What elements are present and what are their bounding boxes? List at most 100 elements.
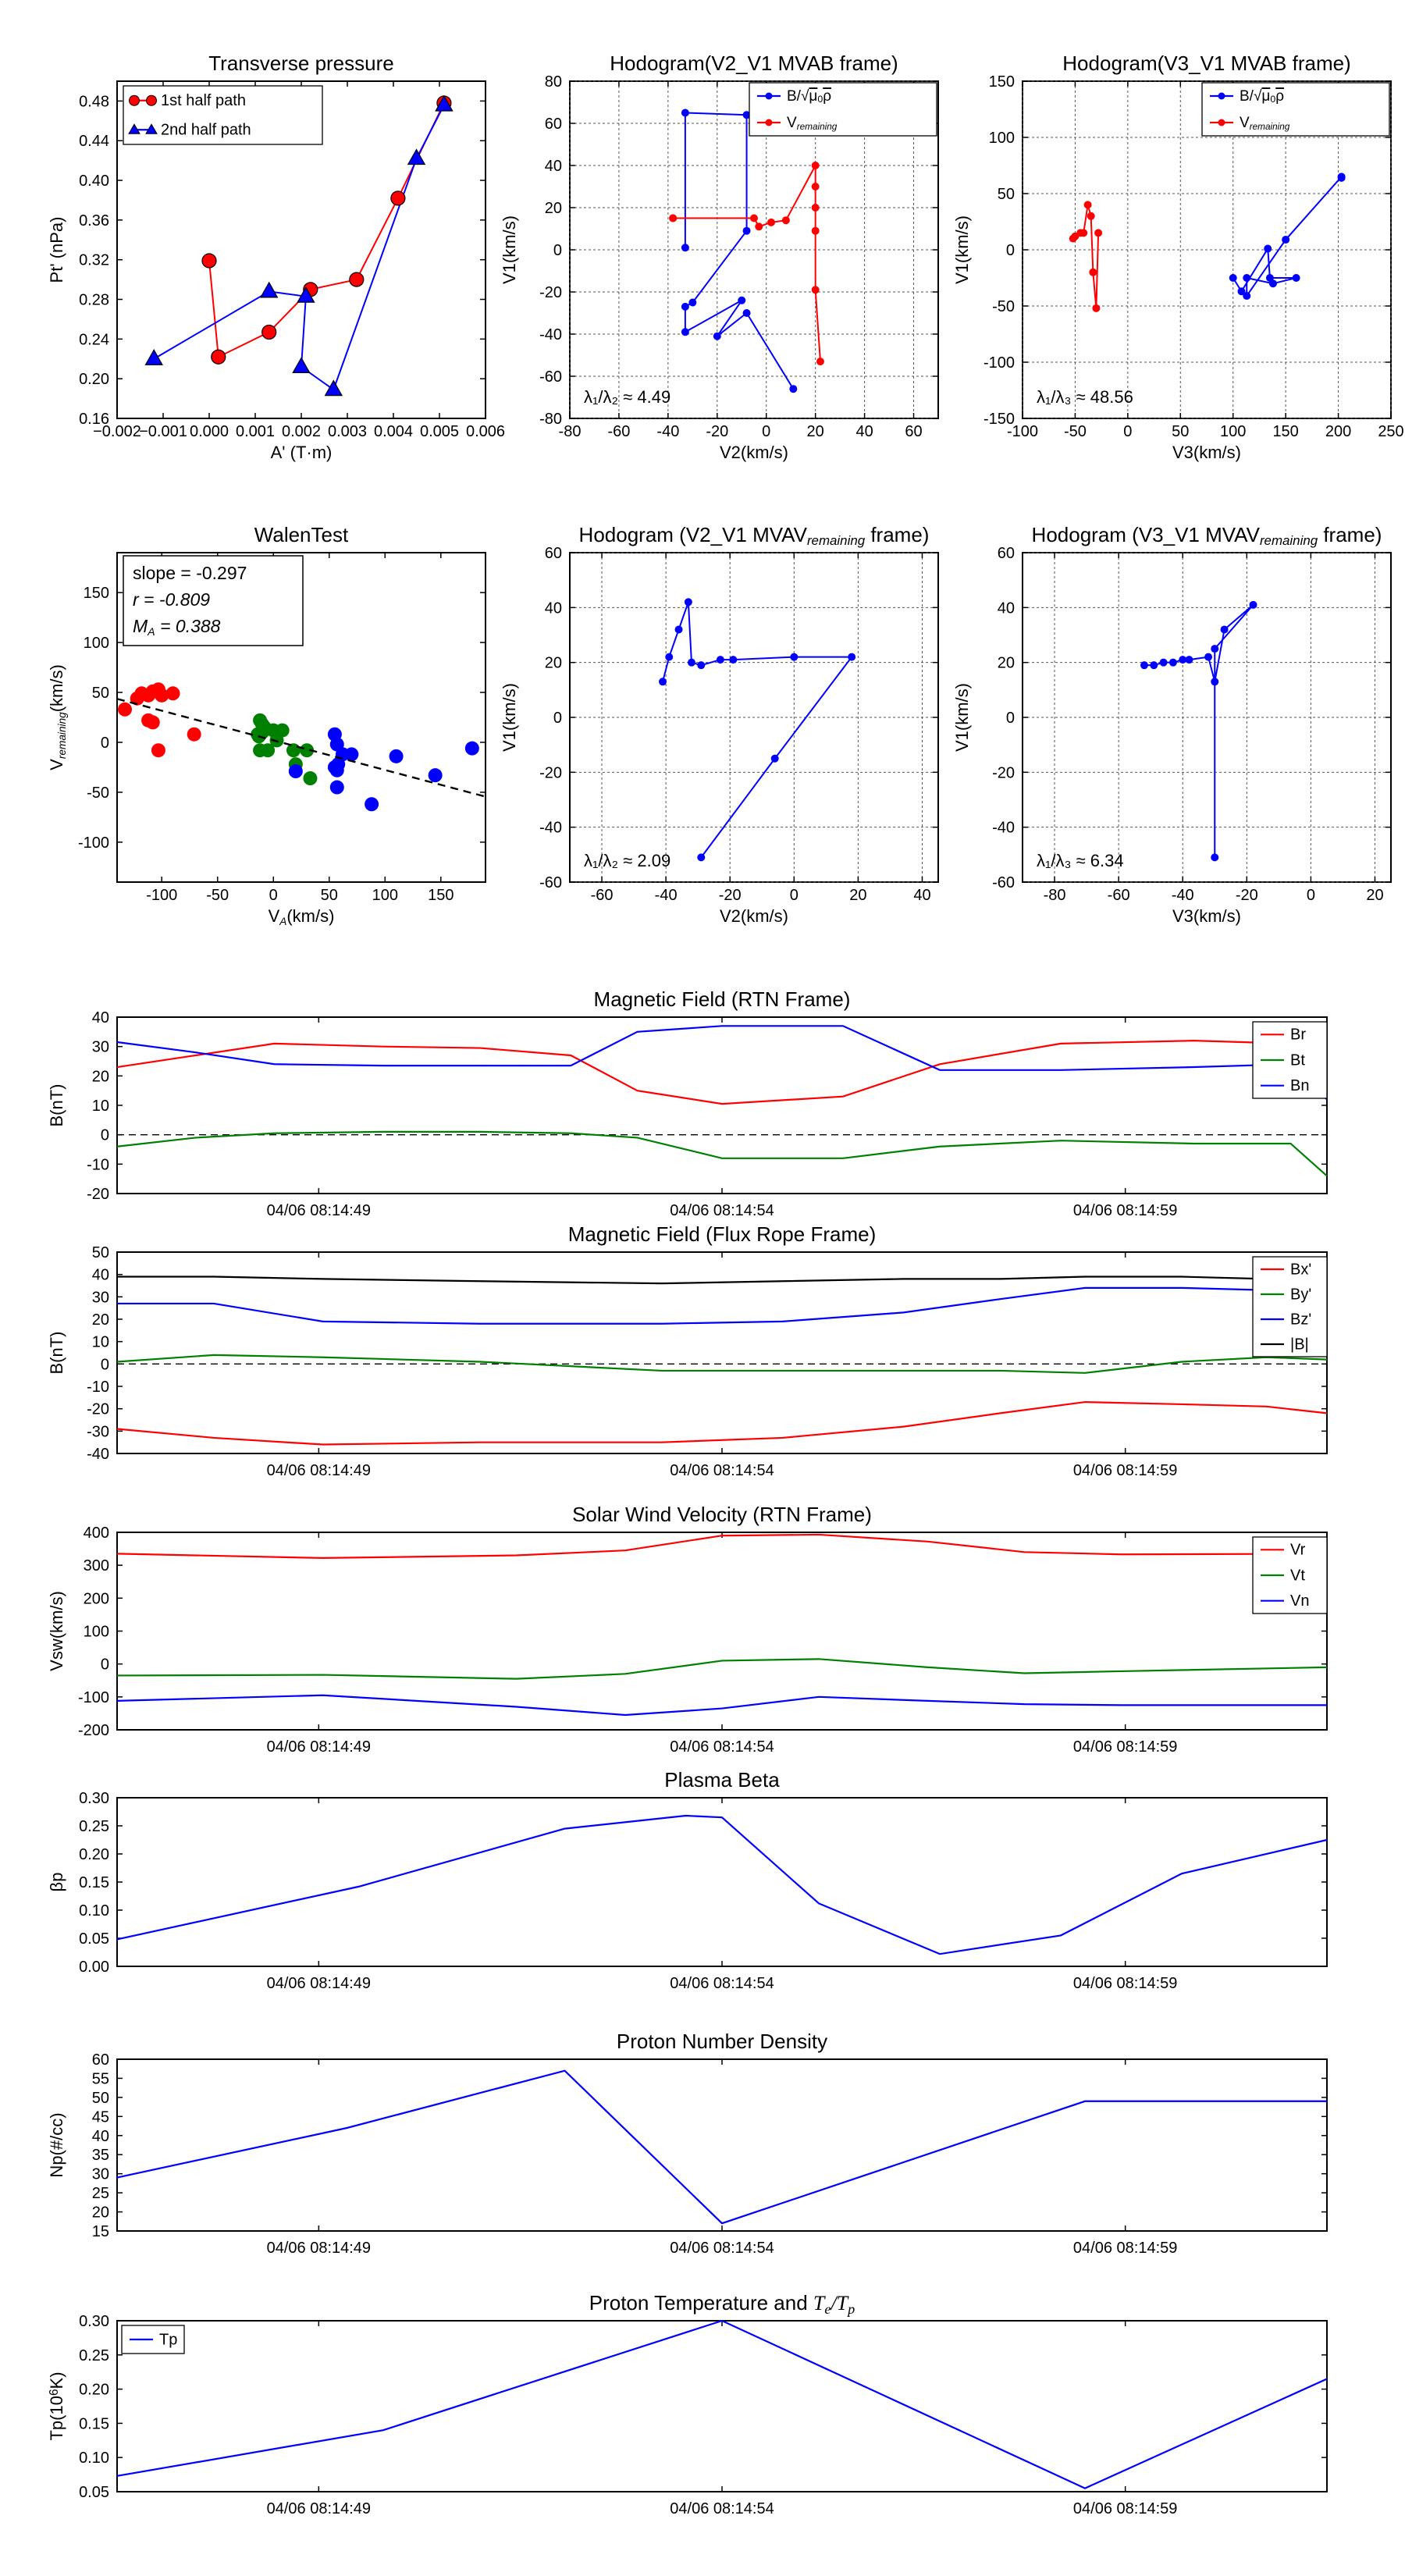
svg-text:-40: -40 (656, 423, 679, 440)
svg-text:0.16: 0.16 (79, 411, 109, 428)
svg-text:-60: -60 (539, 368, 562, 386)
svg-text:2nd half path: 2nd half path (161, 122, 251, 139)
svg-text:-50: -50 (992, 298, 1015, 315)
svg-text:04/06 08:14:54: 04/06 08:14:54 (670, 1202, 774, 1219)
svg-text:Vsw(km/s): Vsw(km/s) (47, 1591, 66, 1671)
svg-text:20: 20 (92, 2204, 109, 2222)
svg-text:V3(km/s): V3(km/s) (1172, 906, 1241, 926)
svg-text:150: 150 (84, 585, 109, 602)
svg-text:Vn: Vn (1290, 1592, 1309, 1610)
svg-text:Bz': Bz' (1290, 1311, 1311, 1328)
svg-text:Hodogram (V2_V1 MVAVremaining: Hodogram (V2_V1 MVAVremaining frame) (579, 523, 930, 548)
svg-text:-100: -100 (146, 887, 177, 904)
svg-text:04/06 08:14:49: 04/06 08:14:49 (267, 1738, 371, 1756)
svg-text:50: 50 (92, 2090, 109, 2107)
svg-text:1st half path: 1st half path (161, 92, 246, 109)
svg-text:|B|: |B| (1290, 1336, 1309, 1353)
svg-text:100: 100 (372, 887, 398, 904)
svg-text:15: 15 (92, 2223, 109, 2240)
svg-text:-100: -100 (984, 354, 1015, 372)
svg-text:Tp(106K): Tp(106K) (47, 2371, 66, 2440)
svg-text:-10: -10 (87, 1156, 109, 1173)
svg-text:B/√μ0ρ: B/√μ0ρ (787, 88, 831, 105)
svg-text:0: 0 (762, 423, 770, 440)
svg-text:-20: -20 (87, 1186, 109, 1203)
svg-text:λ₁/λ₂ ≈ 2.09: λ₁/λ₂ ≈ 2.09 (584, 851, 670, 870)
svg-text:0: 0 (269, 887, 278, 904)
svg-text:0.30: 0.30 (79, 2313, 109, 2330)
svg-text:25: 25 (92, 2185, 109, 2202)
svg-text:0.32: 0.32 (79, 252, 109, 269)
svg-text:10: 10 (92, 1334, 109, 1351)
svg-text:04/06 08:14:59: 04/06 08:14:59 (1073, 1975, 1177, 1992)
svg-text:Vt: Vt (1290, 1567, 1305, 1584)
svg-text:0.15: 0.15 (79, 2415, 109, 2432)
svg-text:0.00: 0.00 (79, 1959, 109, 1976)
svg-text:0.006: 0.006 (466, 423, 505, 440)
svg-text:-100: -100 (78, 834, 109, 852)
svg-text:20: 20 (849, 887, 866, 904)
svg-text:0: 0 (101, 735, 109, 752)
svg-text:−0.001: −0.001 (139, 423, 187, 440)
svg-text:0.20: 0.20 (79, 371, 109, 388)
svg-text:200: 200 (1325, 423, 1351, 440)
svg-text:0.36: 0.36 (79, 212, 109, 229)
svg-text:150: 150 (989, 73, 1015, 91)
svg-text:-10: -10 (87, 1379, 109, 1396)
svg-text:Magnetic Field (Flux Rope Fram: Magnetic Field (Flux Rope Frame) (568, 1222, 876, 1246)
svg-text:0.30: 0.30 (79, 1790, 109, 1807)
svg-text:-30: -30 (87, 1423, 109, 1440)
svg-text:-20: -20 (539, 284, 562, 301)
svg-text:-40: -40 (539, 820, 562, 837)
svg-text:0.15: 0.15 (79, 1874, 109, 1891)
svg-text:0.25: 0.25 (79, 1818, 109, 1835)
svg-text:-20: -20 (706, 423, 728, 440)
svg-text:-20: -20 (539, 764, 562, 781)
svg-text:45: 45 (92, 2108, 109, 2126)
svg-text:λ₁/λ₂ ≈ 4.49: λ₁/λ₂ ≈ 4.49 (584, 387, 670, 407)
svg-text:Vr: Vr (1290, 1542, 1306, 1559)
svg-text:04/06 08:14:54: 04/06 08:14:54 (670, 1462, 774, 1479)
svg-text:0: 0 (101, 1656, 109, 1674)
svg-text:20: 20 (92, 1068, 109, 1085)
svg-text:-40: -40 (992, 820, 1015, 837)
svg-text:35: 35 (92, 2147, 109, 2164)
svg-text:-50: -50 (206, 887, 229, 904)
svg-text:40: 40 (92, 1267, 109, 1284)
svg-text:10: 10 (92, 1098, 109, 1115)
svg-text:40: 40 (545, 158, 562, 175)
svg-text:04/06 08:14:54: 04/06 08:14:54 (670, 2240, 774, 2257)
svg-text:Proton Temperature and Te/Tp: Proton Temperature and Te/Tp (589, 2291, 855, 2317)
svg-text:0.24: 0.24 (79, 331, 109, 348)
svg-text:0.44: 0.44 (79, 133, 109, 150)
svg-text:-40: -40 (87, 1446, 109, 1463)
svg-text:B/√μ0ρ: B/√μ0ρ (1240, 88, 1284, 105)
svg-text:Hodogram(V3_V1 MVAB frame): Hodogram(V3_V1 MVAB frame) (1062, 52, 1350, 75)
svg-text:40: 40 (92, 2128, 109, 2145)
svg-text:Solar Wind Velocity (RTN Frame: Solar Wind Velocity (RTN Frame) (572, 1503, 872, 1526)
svg-text:0.25: 0.25 (79, 2347, 109, 2364)
svg-text:0.003: 0.003 (328, 423, 367, 440)
svg-text:400: 400 (84, 1525, 109, 1542)
svg-text:MA = 0.388: MA = 0.388 (133, 616, 221, 639)
svg-text:20: 20 (545, 200, 562, 217)
svg-text:04/06 08:14:49: 04/06 08:14:49 (267, 1462, 371, 1479)
svg-text:Proton Number Density: Proton Number Density (617, 2030, 827, 2053)
svg-text:50: 50 (92, 1244, 109, 1261)
svg-text:04/06 08:14:59: 04/06 08:14:59 (1073, 1202, 1177, 1219)
svg-text:0: 0 (1123, 423, 1132, 440)
svg-text:04/06 08:14:49: 04/06 08:14:49 (267, 1202, 371, 1219)
svg-text:0: 0 (790, 887, 799, 904)
svg-text:100: 100 (989, 130, 1015, 147)
svg-text:40: 40 (998, 600, 1015, 617)
svg-text:-20: -20 (87, 1401, 109, 1418)
svg-text:Np(#/cc): Np(#/cc) (47, 2112, 66, 2177)
svg-text:A' (T·m): A' (T·m) (271, 443, 333, 462)
svg-text:V1(km/s): V1(km/s) (500, 215, 519, 284)
svg-text:60: 60 (905, 423, 922, 440)
svg-text:Bx': Bx' (1290, 1261, 1311, 1278)
svg-text:100: 100 (1220, 423, 1246, 440)
svg-text:Magnetic Field (RTN Frame): Magnetic Field (RTN Frame) (594, 987, 851, 1011)
svg-text:04/06 08:14:59: 04/06 08:14:59 (1073, 1462, 1177, 1479)
svg-text:30: 30 (92, 1289, 109, 1306)
